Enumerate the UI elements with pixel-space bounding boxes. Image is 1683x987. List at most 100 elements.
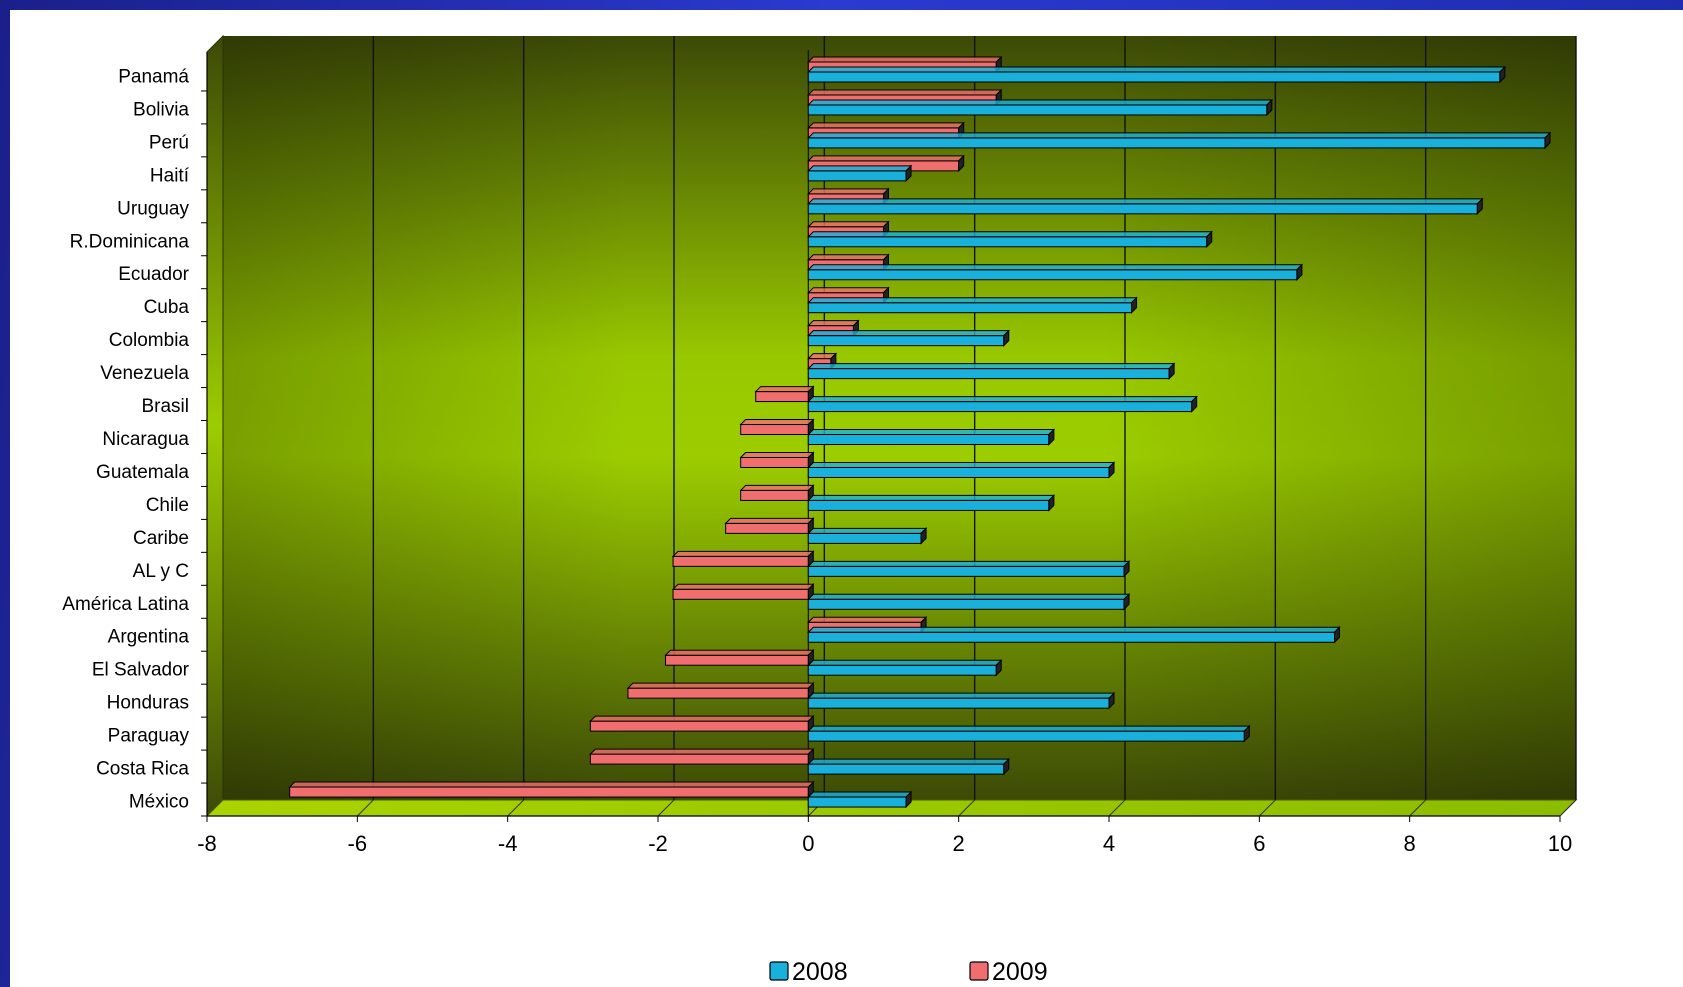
- bar-2008-14-side: [920, 527, 927, 545]
- bar-2008-7-front: [807, 302, 1133, 314]
- bar-2008-21-front: [807, 763, 1005, 775]
- plot-side-wall: [206, 34, 224, 818]
- bar-2009-14-front: [725, 522, 809, 534]
- bar-2008-13-front: [807, 499, 1050, 511]
- bar-2008-18-front: [807, 664, 997, 676]
- category-label: Ecuador: [118, 264, 189, 285]
- bar-2008-16: [807, 593, 1131, 611]
- bar-2008-9-top: [807, 363, 1176, 370]
- category-label: Haití: [150, 165, 190, 186]
- x-tick-label: 2: [953, 831, 965, 856]
- bar-2009-6-top: [807, 254, 890, 261]
- category-label: R.Dominicana: [70, 231, 190, 252]
- bar-2008-16-front: [807, 598, 1125, 610]
- bar-2008-0-side: [1499, 65, 1506, 84]
- legend-swatch-2008: [769, 961, 789, 981]
- bar-2008-0: [807, 65, 1507, 84]
- bar-2008-11-side: [1048, 428, 1055, 446]
- bar-2009-12-front: [740, 456, 809, 468]
- category-label: América Latina: [62, 594, 189, 615]
- bar-2009-20: [589, 714, 815, 733]
- gridline-floor: [1108, 799, 1126, 817]
- bar-2009-13-front: [740, 489, 809, 501]
- gridline-floor: [657, 799, 675, 817]
- bar-2008-1: [807, 98, 1274, 117]
- bar-2008-17: [807, 626, 1341, 644]
- x-tick-label: 8: [1404, 831, 1416, 856]
- bar-2008-8-side: [1003, 329, 1010, 347]
- bar-2008-5-side: [1206, 230, 1213, 248]
- bar-2008-5-front: [807, 236, 1208, 248]
- x-tick-label: -2: [648, 831, 668, 856]
- bar-2008-2-front: [807, 137, 1546, 149]
- legend: 2008 2009: [769, 958, 1048, 986]
- category-label: Colombia: [109, 330, 190, 351]
- bar-2008-17-top: [807, 626, 1341, 633]
- bar-2008-10-front: [807, 401, 1193, 413]
- bar-2009-17-top: [807, 616, 928, 623]
- bar-2008-22-front: [807, 796, 907, 808]
- bar-2008-21-top: [807, 758, 1010, 765]
- bar-2008-1-front: [807, 104, 1268, 116]
- bar-2009-15: [671, 550, 815, 568]
- bar-2008-12-front: [807, 466, 1110, 478]
- bar-2008-6: [807, 263, 1304, 281]
- gridline-floor: [356, 799, 374, 817]
- bar-2009-14-top: [724, 517, 815, 524]
- bar-2009-18-front: [665, 654, 809, 666]
- bar-2008-11-top: [807, 429, 1056, 436]
- category-label: Perú: [149, 132, 189, 153]
- bar-2008-13-side: [1048, 494, 1055, 512]
- bar-2008-0-top: [807, 66, 1507, 73]
- bar-2008-18-side: [995, 659, 1002, 677]
- bar-2009-8-top: [807, 320, 860, 327]
- bar-2008-2-side: [1544, 131, 1551, 150]
- category-label: Brasil: [141, 396, 189, 417]
- bar-2008-13-top: [807, 494, 1056, 501]
- legend-label-2009: 2009: [992, 958, 1048, 986]
- bar-2008-1-side: [1266, 98, 1273, 117]
- bar-2008-1-top: [807, 99, 1274, 106]
- bar-2008-15-side: [1123, 560, 1130, 578]
- bar-2009-22-front: [289, 786, 809, 798]
- slide-panel: -8 -6 -4 -2 0 2 4 6 8 10 Panamá Bolivia Perú Haití Uru…: [10, 10, 1683, 987]
- bar-2008-15-front: [807, 565, 1125, 577]
- bar-2008-4-front: [807, 203, 1478, 215]
- bar-2008-16-top: [807, 593, 1131, 600]
- bar-2008-18: [807, 659, 1003, 677]
- x-tick-label: 4: [1103, 831, 1115, 856]
- bar-2009-16-top: [671, 583, 815, 590]
- bar-2009-15-top: [671, 550, 815, 557]
- bar-2009-11-front: [740, 424, 809, 436]
- bar-2008-8: [807, 329, 1010, 347]
- bar-2008-21-side: [1003, 757, 1010, 776]
- bar-2008-20-top: [807, 725, 1251, 732]
- bar-2009-10: [754, 385, 815, 403]
- bar-2009-13-top: [739, 484, 815, 491]
- category-label: Panamá: [118, 66, 189, 87]
- bar-2009-3-side: [958, 154, 965, 173]
- x-tick-label: -4: [498, 831, 518, 856]
- bar-2009-2-top: [807, 122, 965, 129]
- bar-2008-10-top: [807, 396, 1198, 403]
- bar-2008-19-side: [1108, 691, 1115, 710]
- plot-wall-shade-right: [223, 36, 1576, 800]
- bar-2009-22: [288, 780, 815, 799]
- bar-2008-20-side: [1243, 724, 1250, 743]
- bar-2008-5: [807, 230, 1213, 248]
- bar-2009-3-top: [807, 155, 965, 162]
- bar-2008-14-top: [807, 527, 928, 534]
- x-tick-label: -6: [348, 831, 368, 856]
- category-label: Honduras: [107, 693, 189, 714]
- bar-2008-6-top: [807, 264, 1304, 271]
- category-label: Venezuela: [100, 363, 189, 384]
- bar-2009-21-top: [589, 748, 815, 755]
- bar-2009-4-top: [807, 188, 890, 195]
- bar-2008-22-side: [905, 790, 912, 809]
- category-label: El Salvador: [92, 660, 190, 681]
- bar-2009-22-top: [288, 781, 815, 788]
- bar-2008-8-top: [807, 330, 1010, 337]
- category-label: Paraguay: [108, 726, 190, 747]
- bar-2008-11-front: [807, 434, 1050, 446]
- bar-2009-11: [739, 418, 815, 436]
